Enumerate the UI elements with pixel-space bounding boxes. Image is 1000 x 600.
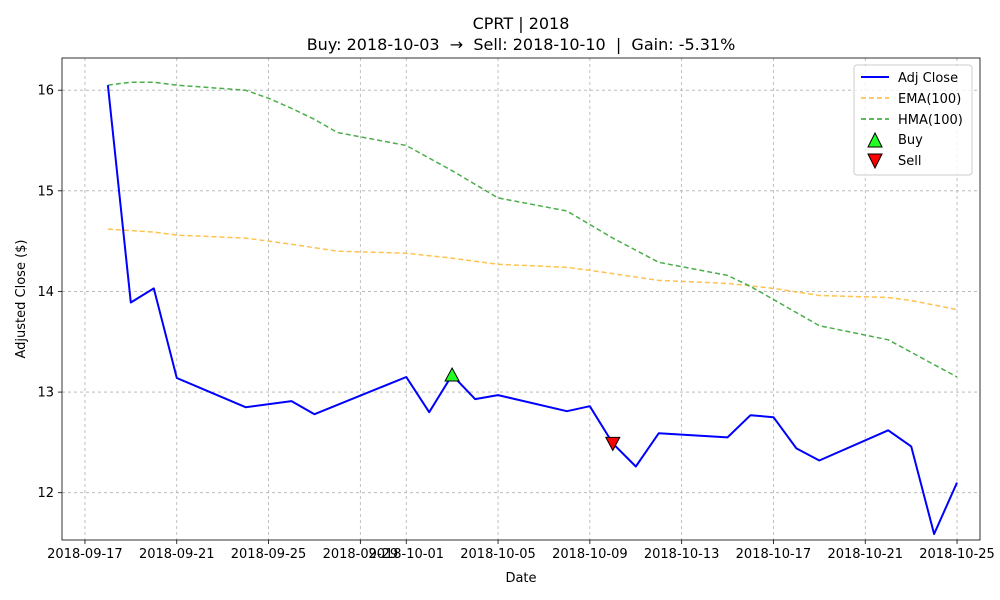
grid-lines [62,58,980,540]
x-axis-label: Date [505,571,536,586]
y-tick-label: 12 [37,486,54,501]
x-tick-label: 2018-09-17 [47,547,123,562]
legend-adj-close-label: Adj Close [898,71,958,86]
y-axis-label: Adjusted Close ($) [14,240,29,359]
legend: Adj Close EMA(100) HMA(100) Buy Sell [853,64,973,176]
plot-area-frame [61,57,981,541]
series-line-ema-100 [107,228,958,311]
x-tick-label: 2018-10-13 [644,547,720,562]
chart-title: CPRT | 2018 [473,14,570,33]
legend-box [853,64,973,176]
legend-sell-marker [867,153,883,170]
y-tick-label: 13 [37,386,54,401]
y-tick-label: 16 [37,84,54,99]
y-tick-label: 15 [37,184,54,199]
series-line-hma-100 [107,81,958,378]
x-tick-label: 2018-09-21 [139,547,215,562]
y-tick-label: 14 [37,285,54,300]
x-axis-ticks: 2018-09-17 2018-09-21 2018-09-25 2018-09-29… [47,540,995,562]
buy-marker [444,366,460,382]
legend-buy-marker [867,131,883,148]
chart-subtitle: Buy: 2018-10-03 → Sell: 2018-10-10 | Gai… [307,35,736,54]
legend-buy-label: Buy [898,133,923,148]
x-tick-label: 2018-09-29 [323,547,399,562]
y-axis-ticks: 12 13 14 15 16 [37,84,62,501]
legend-hma-label: HMA(100) [898,113,963,128]
sell-marker [604,436,621,452]
series-line-adj-close [106,85,958,535]
x-tick-label: 2018-10-25 [919,547,995,562]
x-tick-label: 2018-10-01 [368,547,444,562]
legend-sell-label: Sell [898,154,921,169]
x-tick-label: 2018-10-09 [552,547,628,562]
x-tick-label: 2018-10-17 [736,547,812,562]
x-tick-label: 2018-09-25 [231,547,307,562]
x-tick-label: 2018-10-21 [827,547,903,562]
trade-markers [444,366,621,452]
legend-ema-label: EMA(100) [898,92,961,107]
series-lines [106,81,958,535]
x-tick-label: 2018-10-05 [460,547,536,562]
